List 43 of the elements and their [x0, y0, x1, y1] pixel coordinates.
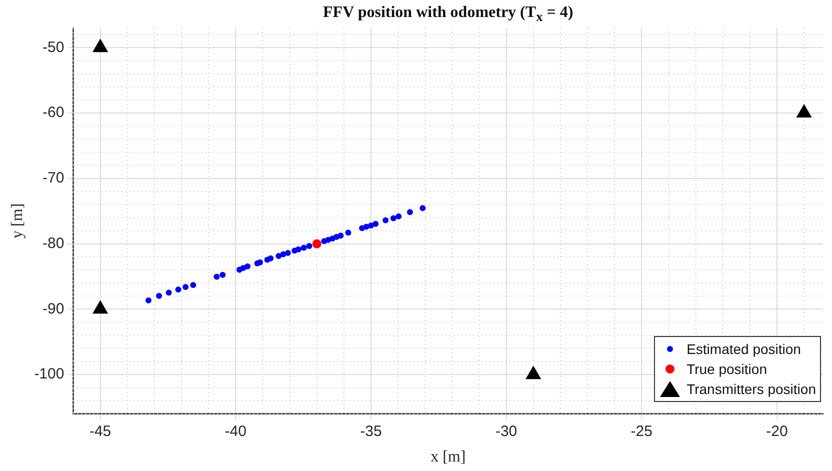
legend-label: Transmitters position — [686, 380, 816, 397]
point — [390, 215, 396, 222]
point — [190, 282, 196, 288]
point — [372, 220, 379, 227]
point — [156, 292, 162, 299]
point — [268, 255, 274, 262]
point — [382, 217, 389, 224]
legend-label: True position — [686, 360, 767, 377]
x-tick-label: -35 — [360, 422, 382, 440]
point — [345, 230, 352, 236]
point — [220, 272, 226, 278]
point — [182, 284, 189, 290]
point — [312, 239, 322, 248]
y-tick-label: -60 — [42, 104, 64, 122]
point — [244, 263, 251, 270]
point — [284, 250, 291, 256]
y-tick-label: -100 — [34, 366, 64, 383]
y-tick-label: -90 — [42, 300, 64, 318]
point — [214, 274, 220, 280]
y-tick-label: -50 — [42, 38, 64, 56]
point — [175, 286, 182, 293]
point — [145, 297, 152, 304]
point — [338, 232, 344, 239]
point — [396, 213, 402, 220]
y-tick-label: -80 — [42, 234, 64, 252]
point — [420, 205, 426, 212]
y-axis-title: y [m] — [8, 203, 26, 238]
x-tick-label: -40 — [224, 422, 246, 440]
legend-label: Estimated position — [686, 340, 801, 357]
point — [166, 290, 172, 296]
chart-title: FFV position with odometry (T$_{x}$ = 4) — [322, 4, 574, 26]
x-tick-label: -20 — [766, 422, 788, 440]
point — [406, 209, 413, 216]
point — [276, 253, 282, 260]
x-tick-label: -25 — [630, 422, 652, 440]
x-axis-title: x [m] — [430, 448, 466, 466]
y-tick-label: -70 — [42, 170, 64, 187]
point — [368, 222, 374, 228]
point — [295, 246, 302, 252]
x-tick-label: -30 — [495, 422, 518, 440]
x-tick-label: -45 — [89, 422, 112, 440]
point — [300, 244, 307, 251]
point — [306, 243, 312, 250]
